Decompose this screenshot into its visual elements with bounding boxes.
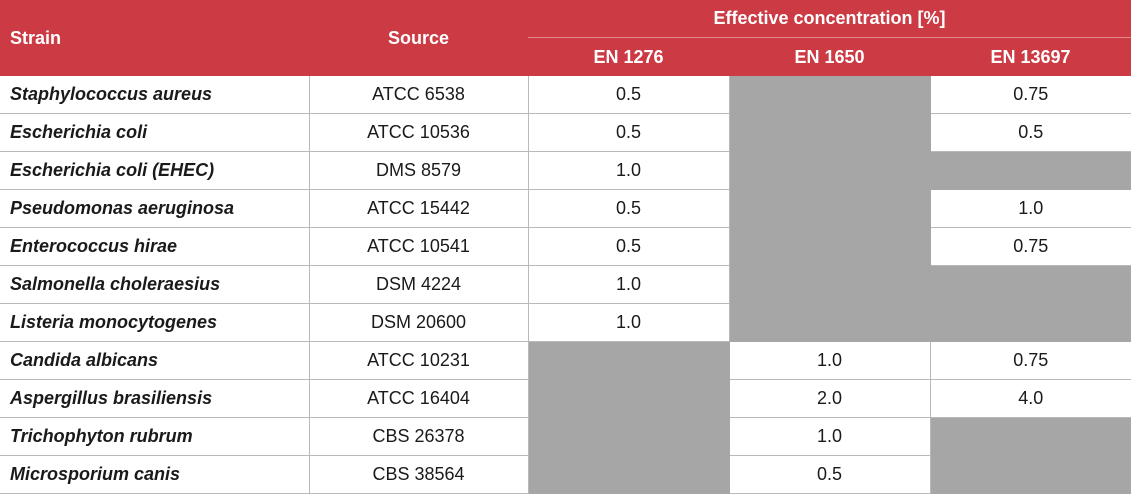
en1276-not-applicable-cell — [527, 341, 730, 380]
table-header: Strain Source Effective concentration [%… — [0, 0, 1132, 76]
en13697-cell: 4.0 — [929, 379, 1132, 418]
table-row: Listeria monocytogenes DSM 20600 1.0 — [0, 303, 1132, 342]
strain-cell: Listeria monocytogenes — [0, 303, 310, 342]
en1650-not-applicable-cell — [728, 113, 931, 152]
en1650-cell: 0.5 — [728, 455, 931, 494]
table-row: Candida albicans ATCC 10231 1.0 0.75 — [0, 341, 1132, 380]
source-cell: ATCC 10536 — [308, 113, 529, 152]
strain-cell: Trichophyton rubrum — [0, 417, 310, 456]
strain-cell: Aspergillus brasiliensis — [0, 379, 310, 418]
strain-cell: Candida albicans — [0, 341, 310, 380]
table-row: Aspergillus brasiliensis ATCC 16404 2.0 4.0 — [0, 379, 1132, 418]
en13697-cell: 0.75 — [929, 341, 1132, 380]
en1276-cell: 1.0 — [527, 151, 730, 190]
table-row: Enterococcus hirae ATCC 10541 0.5 0.75 — [0, 227, 1132, 266]
en1276-not-applicable-cell — [527, 455, 730, 494]
source-column-header: Source — [309, 0, 528, 76]
source-cell: DSM 20600 — [308, 303, 529, 342]
source-cell: ATCC 6538 — [308, 76, 529, 114]
en1650-cell: 1.0 — [728, 417, 931, 456]
en13697-not-applicable-cell — [929, 455, 1132, 494]
source-cell: CBS 38564 — [308, 455, 529, 494]
table-row: Escherichia coli (EHEC) DMS 8579 1.0 — [0, 151, 1132, 190]
strain-cell: Salmonella choleraesius — [0, 265, 310, 304]
en13697-cell: 1.0 — [929, 189, 1132, 228]
strain-cell: Escherichia coli — [0, 113, 310, 152]
en1276-cell: 1.0 — [527, 303, 730, 342]
table-row: Trichophyton rubrum CBS 26378 1.0 — [0, 417, 1132, 456]
effective-concentration-header: Effective concentration [%] — [528, 0, 1132, 38]
table-body: Staphylococcus aureus ATCC 6538 0.5 0.75 Esc… — [0, 76, 1132, 494]
strain-cell: Microsporium canis — [0, 455, 310, 494]
strain-cell: Escherichia coli (EHEC) — [0, 151, 310, 190]
en1650-not-applicable-cell — [728, 189, 931, 228]
en1276-cell: 0.5 — [527, 76, 730, 114]
table-row: Escherichia coli ATCC 10536 0.5 0.5 — [0, 113, 1132, 152]
source-cell: ATCC 10541 — [308, 227, 529, 266]
en13697-cell: 0.5 — [929, 113, 1132, 152]
en13697-cell: 0.75 — [929, 76, 1132, 114]
en1650-not-applicable-cell — [728, 76, 931, 114]
table-row: Pseudomonas aeruginosa ATCC 15442 0.5 1.0 — [0, 189, 1132, 228]
en1276-not-applicable-cell — [527, 417, 730, 456]
table-row: Staphylococcus aureus ATCC 6538 0.5 0.75 — [0, 76, 1132, 114]
en13697-not-applicable-cell — [929, 417, 1132, 456]
en1276-not-applicable-cell — [527, 379, 730, 418]
en1276-cell: 0.5 — [527, 113, 730, 152]
en1276-cell: 0.5 — [527, 189, 730, 228]
strain-cell: Staphylococcus aureus — [0, 76, 310, 114]
en1650-column-header: EN 1650 — [729, 37, 930, 76]
source-cell: DSM 4224 — [308, 265, 529, 304]
source-cell: ATCC 15442 — [308, 189, 529, 228]
en1650-cell: 2.0 — [728, 379, 931, 418]
en1650-cell: 1.0 — [728, 341, 931, 380]
en1650-not-applicable-cell — [728, 265, 931, 304]
en13697-not-applicable-cell — [929, 303, 1132, 342]
strain-cell: Pseudomonas aeruginosa — [0, 189, 310, 228]
en1276-column-header: EN 1276 — [528, 37, 729, 76]
en1650-not-applicable-cell — [728, 151, 931, 190]
source-cell: CBS 26378 — [308, 417, 529, 456]
en1650-not-applicable-cell — [728, 303, 931, 342]
en1276-cell: 1.0 — [527, 265, 730, 304]
en1650-not-applicable-cell — [728, 227, 931, 266]
en13697-column-header: EN 13697 — [930, 37, 1132, 76]
en13697-not-applicable-cell — [929, 151, 1132, 190]
strain-cell: Enterococcus hirae — [0, 227, 310, 266]
source-cell: DMS 8579 — [308, 151, 529, 190]
strain-column-header: Strain — [0, 0, 309, 76]
source-cell: ATCC 16404 — [308, 379, 529, 418]
source-cell: ATCC 10231 — [308, 341, 529, 380]
table-row: Salmonella choleraesius DSM 4224 1.0 — [0, 265, 1132, 304]
en1276-cell: 0.5 — [527, 227, 730, 266]
en13697-cell: 0.75 — [929, 227, 1132, 266]
table-row: Microsporium canis CBS 38564 0.5 — [0, 455, 1132, 494]
en13697-not-applicable-cell — [929, 265, 1132, 304]
